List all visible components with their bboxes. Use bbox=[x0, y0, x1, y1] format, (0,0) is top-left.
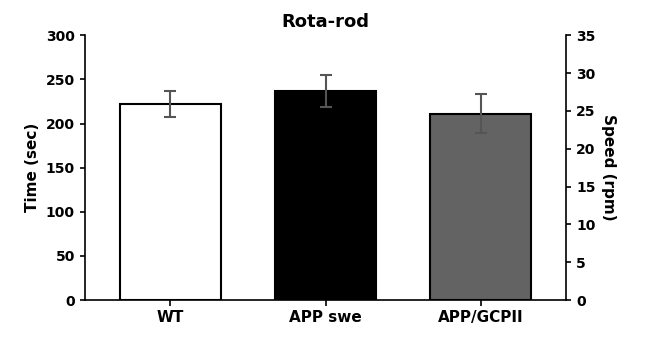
Y-axis label: Speed (rpm): Speed (rpm) bbox=[602, 114, 616, 221]
Y-axis label: Time (sec): Time (sec) bbox=[25, 123, 40, 212]
Bar bbox=[275, 91, 376, 300]
Title: Rota-rod: Rota-rod bbox=[281, 13, 370, 31]
Bar bbox=[120, 104, 221, 300]
Bar bbox=[430, 114, 531, 300]
